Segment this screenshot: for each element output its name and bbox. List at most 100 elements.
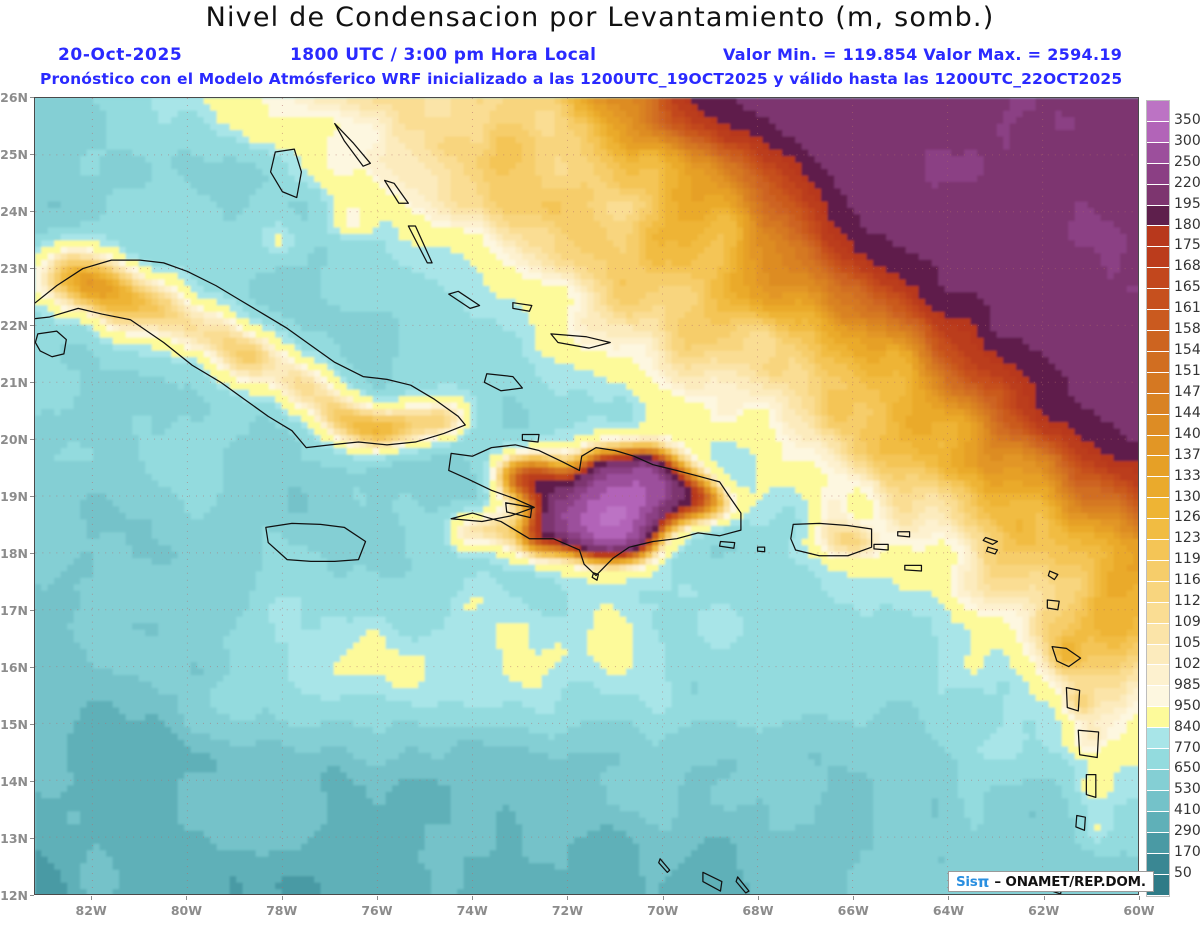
lat-tick-mark [30, 667, 34, 668]
lat-tick-mark [30, 724, 34, 725]
colorbar-tick-label: 1090 [1174, 614, 1200, 631]
lon-tick-mark [567, 896, 569, 900]
colorbar-tick-label: 1580 [1174, 321, 1200, 338]
colorbar-swatch [1147, 121, 1169, 143]
value-min-max: Valor Min. = 119.854 Valor Max. = 2594.1… [723, 45, 1123, 64]
colorbar-swatch [1147, 560, 1169, 582]
colorbar-swatch [1147, 540, 1169, 561]
lon-tick-label: 62W [1028, 903, 1060, 918]
colorbar-swatch [1147, 184, 1169, 206]
colorbar-swatch [1147, 414, 1169, 436]
lon-tick-mark [757, 896, 759, 900]
colorbar [1146, 100, 1170, 897]
lon-tick-label: 66W [837, 903, 869, 918]
colorbar-swatch [1147, 372, 1169, 394]
colorbar-tick-label: 985 [1174, 676, 1200, 693]
colorbar-swatch [1147, 205, 1169, 227]
colorbar-swatch [1147, 289, 1169, 311]
lon-tick-label: 64W [932, 903, 965, 918]
colorbar-tick-label: 1545 [1174, 342, 1200, 359]
colorbar-tick-label: 1510 [1174, 362, 1200, 379]
colorbar-swatch [1147, 101, 1169, 122]
lon-tick-mark [1139, 896, 1140, 900]
lat-tick-label: 21N [0, 375, 28, 390]
colorbar-tick-label: 1685 [1174, 258, 1200, 275]
lon-tick-label: 76W [361, 903, 393, 918]
colorbar-swatch [1147, 832, 1169, 854]
colorbar-tick-label: 1160 [1174, 572, 1200, 589]
lat-tick-mark [30, 838, 34, 839]
colorbar-tick-label: 950 [1174, 697, 1200, 714]
lon-tick-mark [1043, 896, 1045, 900]
lon-tick-mark [662, 896, 664, 900]
lat-tick-mark [30, 553, 34, 554]
colorbar-swatch [1147, 728, 1169, 750]
colorbar-tick-label: 410 [1174, 802, 1200, 819]
colorbar-tick-label: 2200 [1174, 174, 1200, 191]
lon-tick-mark [376, 896, 378, 900]
colorbar-tick-label: 1195 [1174, 551, 1200, 568]
lon-tick-mark [472, 896, 474, 900]
colorbar-tick-label: 650 [1174, 760, 1200, 777]
lon-tick-mark [186, 896, 188, 900]
lat-tick-mark [30, 610, 34, 611]
colorbar-tick-label: 50 [1174, 865, 1192, 882]
lon-tick-label: 82W [75, 903, 107, 918]
colorbar-tick-label: 1750 [1174, 237, 1200, 254]
lat-tick-label: 16N [0, 660, 28, 675]
colorbar-swatch [1147, 310, 1169, 331]
logo-pi-icon: π [977, 872, 990, 891]
colorbar-swatch [1147, 790, 1169, 812]
lat-tick-mark [30, 97, 34, 98]
colorbar-tick-label: 530 [1174, 781, 1200, 798]
colorbar-swatch [1147, 247, 1169, 269]
lat-tick-label: 12N [0, 888, 28, 903]
colorbar-tick-label: 2500 [1174, 153, 1200, 170]
lat-tick-label: 13N [0, 831, 28, 846]
colorbar-swatch [1147, 163, 1169, 185]
colorbar-swatch [1147, 456, 1169, 478]
colorbar-tick-label: 1950 [1174, 195, 1200, 212]
lat-tick-mark [30, 496, 34, 497]
lat-tick-label: 19N [0, 489, 28, 504]
colorbar-swatch [1147, 665, 1169, 687]
logo-sis-text: Sis [956, 873, 978, 890]
page-title: Nivel de Condensacion por Levantamiento … [205, 2, 995, 33]
lon-tick-label: 74W [456, 903, 488, 918]
lat-tick-mark [30, 154, 34, 155]
colorbar-swatch [1147, 498, 1169, 520]
colorbar-tick-label: 1800 [1174, 216, 1200, 233]
colorbar-swatch [1147, 581, 1169, 603]
colorbar-swatch [1147, 811, 1169, 833]
colorbar-swatch [1147, 351, 1169, 373]
colorbar-swatch [1147, 477, 1169, 499]
colorbar-tick-label: 1265 [1174, 509, 1200, 526]
sispi-onamet-logo: Sis π – ONAMET/REP.DOM. [948, 871, 1154, 892]
colorbar-tick-label: 1125 [1174, 593, 1200, 610]
colorbar-swatch [1147, 853, 1169, 875]
colorbar-tick-label: 1335 [1174, 467, 1200, 484]
colorbar-swatch [1147, 686, 1169, 708]
colorbar-tick-label: 840 [1174, 718, 1200, 735]
lon-tick-label: 60W [1123, 903, 1155, 918]
lon-tick-label: 78W [266, 903, 298, 918]
lon-tick-mark [853, 896, 855, 900]
colorbar-tick-label: 1055 [1174, 634, 1200, 651]
lat-tick-label: 23N [0, 261, 28, 276]
lat-tick-mark [30, 325, 34, 326]
colorbar-swatch [1147, 435, 1169, 457]
colorbar-tick-label: 1300 [1174, 488, 1200, 505]
colorbar-swatch [1147, 623, 1169, 645]
colorbar-tick-label: 290 [1174, 823, 1200, 840]
lon-tick-mark [91, 896, 93, 900]
colorbar-tick-label: 1405 [1174, 425, 1200, 442]
lat-tick-mark [30, 439, 34, 440]
lat-tick-mark [30, 781, 34, 782]
colorbar-swatch [1147, 330, 1169, 352]
colorbar-swatch [1147, 393, 1169, 415]
lat-tick-mark [30, 211, 34, 212]
lat-tick-mark [30, 382, 34, 383]
lon-tick-mark [281, 896, 283, 900]
lon-tick-mark [948, 896, 950, 900]
forecast-valid-time: 1800 UTC / 3:00 pm Hora Local [290, 45, 597, 65]
